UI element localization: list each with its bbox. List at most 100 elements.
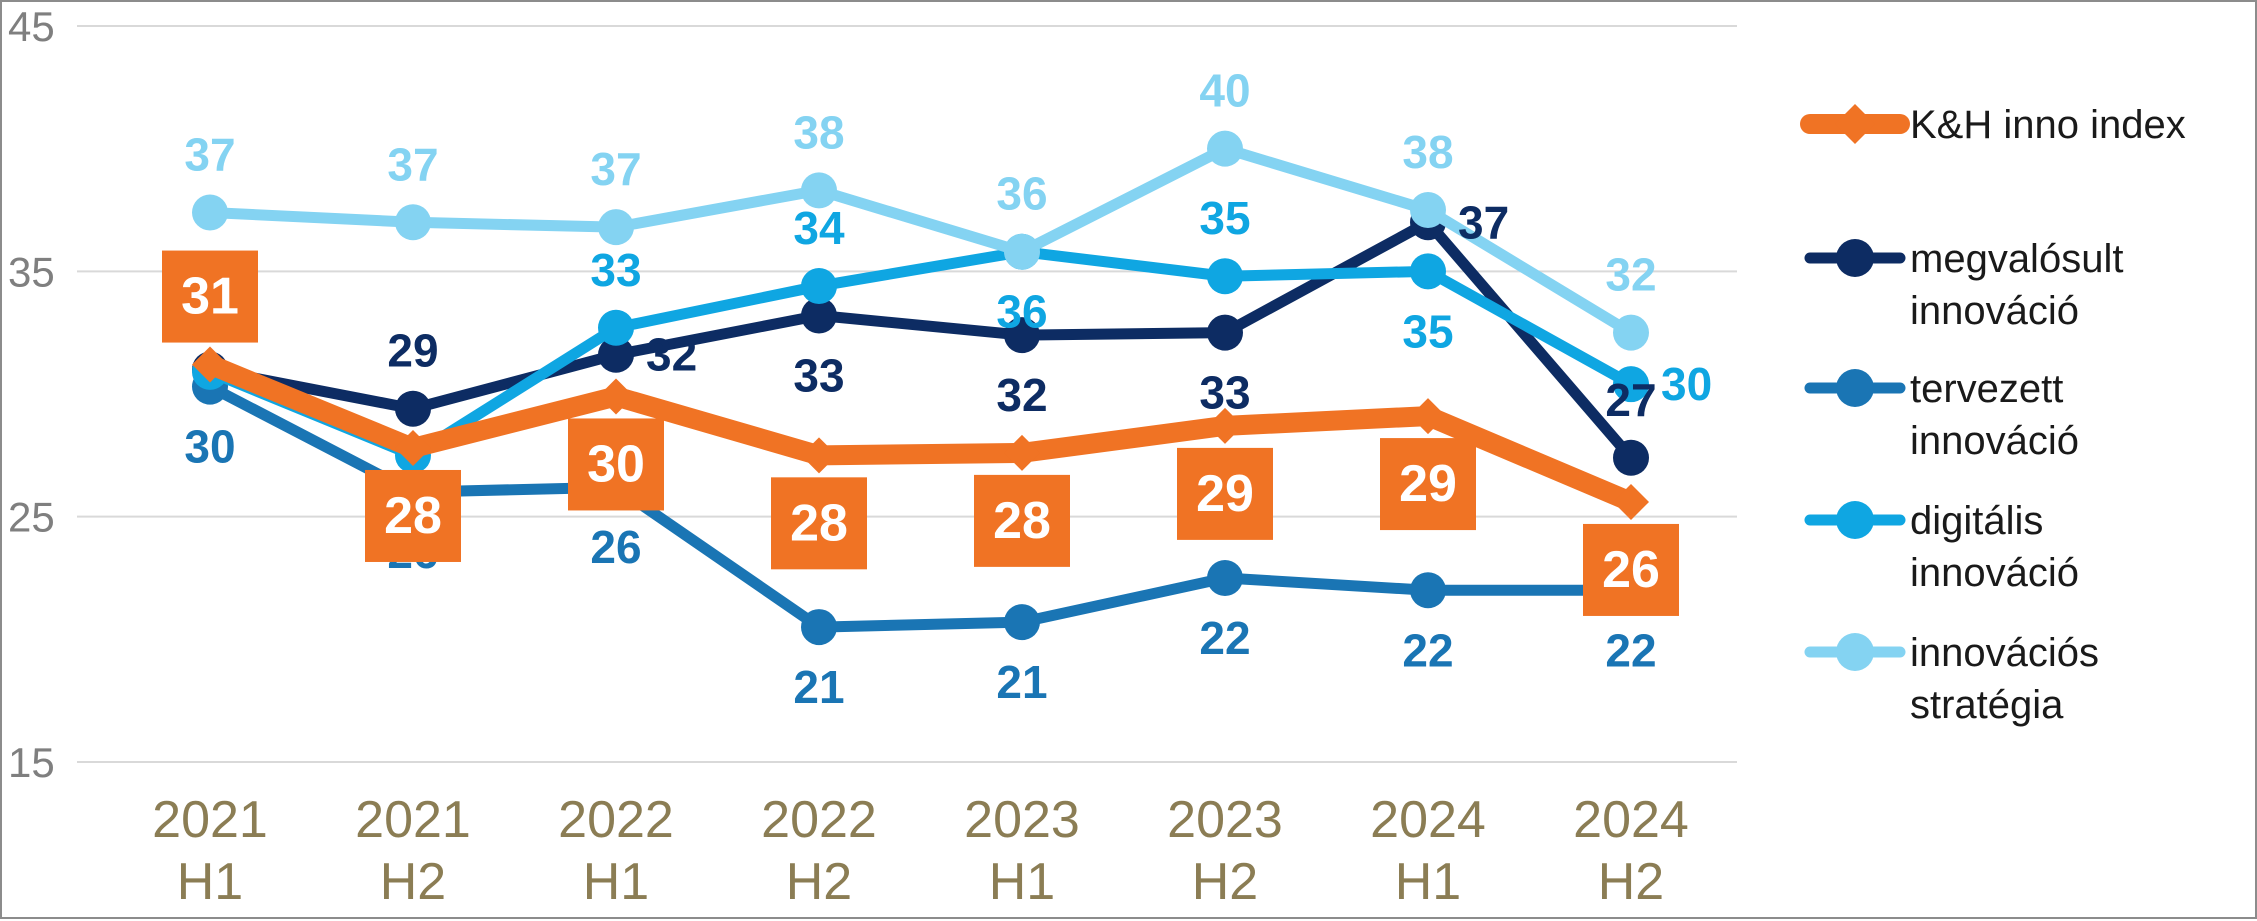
point-index	[192, 346, 228, 383]
data-label-digitalis: 34	[793, 202, 845, 254]
data-label-text: 26	[1602, 541, 1660, 599]
point-index	[1207, 407, 1243, 444]
data-label-text: 29	[1399, 455, 1457, 513]
y-axis-ticks: 15 25 35 45	[8, 3, 55, 786]
data-label-index: 30	[568, 418, 664, 511]
data-label-strategia: 38	[793, 106, 844, 158]
legend-label-line: innováció	[1910, 419, 2079, 463]
data-label-digitalis: 33	[590, 244, 641, 296]
point-megvalosult	[1004, 317, 1040, 354]
x-tick-half: H2	[380, 853, 446, 911]
x-tick-year: 2023	[964, 791, 1080, 849]
legend-item-tervezett: tervezett innováció	[1804, 367, 2079, 463]
legend-label: K&H inno index	[1910, 103, 2186, 147]
data-label-index: 31	[162, 250, 258, 343]
y-tick-label: 45	[8, 3, 55, 50]
point-index	[801, 437, 837, 474]
data-label-megvalosult: 33	[1199, 367, 1250, 419]
x-tick-label: 2022 H2	[761, 791, 877, 911]
data-label-text: 28	[384, 487, 442, 545]
point-strategia	[1613, 314, 1649, 351]
data-label-tervezett: 30	[184, 421, 235, 473]
point-tervezett	[1207, 560, 1243, 596]
data-label-index: 28	[974, 474, 1070, 567]
data-label-box	[1583, 523, 1679, 616]
point-tervezett	[1004, 604, 1040, 641]
legend-label-line: innováció	[1910, 289, 2079, 333]
x-tick-half: H1	[989, 853, 1055, 911]
data-label-strategia: 32	[1605, 249, 1656, 301]
series-strategia	[192, 130, 1649, 351]
x-tick-half: H2	[786, 853, 852, 911]
legend-item-digitalis: digitális innováció	[1804, 499, 2079, 595]
x-tick-half: H1	[1395, 853, 1461, 911]
point-strategia	[395, 204, 431, 241]
y-tick-label: 35	[8, 248, 55, 295]
point-megvalosult	[598, 336, 634, 373]
x-tick-half: H1	[177, 853, 243, 911]
x-tick-label: 2024 H2	[1573, 791, 1689, 911]
point-digitalis	[1613, 366, 1649, 403]
point-megvalosult	[801, 297, 837, 334]
point-digitalis	[801, 268, 837, 305]
legend-label: megvalósult innováció	[1910, 237, 2123, 333]
data-label-index: 28	[365, 469, 461, 562]
data-label-text: 31	[181, 268, 239, 326]
legend-item-index: K&H inno index	[1800, 103, 2186, 147]
data-label-megvalosult: 37	[1458, 196, 1509, 248]
x-tick-year: 2024	[1370, 791, 1486, 849]
data-labels: 3026262121222222293233323337273334363535…	[162, 65, 1712, 713]
legend-label-line: stratégia	[1910, 683, 2064, 727]
data-label-digitalis: 35	[1199, 192, 1250, 244]
data-label-strategia: 37	[184, 128, 235, 180]
legend-label-line: innováció	[1910, 551, 2079, 595]
data-label-box	[568, 418, 664, 511]
point-index	[598, 378, 634, 415]
point-megvalosult	[395, 390, 431, 427]
series-lines	[192, 130, 1649, 646]
data-label-text: 30	[587, 435, 645, 493]
series-line-index	[200, 354, 1641, 512]
data-label-megvalosult: 32	[996, 369, 1047, 421]
point-index	[1004, 434, 1040, 471]
legend-label-line: innovációs	[1910, 631, 2099, 675]
legend-label: digitális innováció	[1910, 499, 2079, 595]
series-line-strategia	[204, 143, 1637, 339]
x-tick-year: 2023	[1167, 791, 1283, 849]
data-label-box	[1380, 438, 1476, 531]
x-tick-year: 2021	[152, 791, 268, 849]
data-label-tervezett: 22	[1605, 624, 1656, 676]
data-label-digitalis: 35	[1402, 305, 1453, 357]
data-label-strategia: 36	[996, 168, 1047, 220]
data-label-tervezett: 21	[793, 661, 844, 713]
point-digitalis	[1410, 253, 1446, 290]
x-tick-label: 2021 H2	[355, 791, 471, 911]
y-tick-label: 25	[8, 494, 55, 541]
legend-label: tervezett innováció	[1910, 367, 2079, 463]
data-label-megvalosult: 32	[646, 329, 697, 381]
x-tick-year: 2022	[558, 791, 674, 849]
data-label-index: 26	[1583, 523, 1679, 616]
data-label-strategia: 37	[387, 138, 438, 190]
data-label-tervezett: 22	[1199, 612, 1250, 664]
legend-item-megvalosult: megvalósult innováció	[1804, 237, 2123, 333]
data-label-strategia: 38	[1402, 126, 1453, 178]
data-label-digitalis: 30	[1661, 358, 1712, 410]
point-strategia	[1410, 192, 1446, 228]
legend-label-line: tervezett	[1910, 367, 2063, 411]
legend-swatch-marker	[1836, 501, 1874, 539]
point-strategia	[598, 209, 634, 246]
data-label-text: 28	[790, 494, 848, 552]
legend-swatch-marker	[1836, 239, 1874, 277]
data-label-tervezett: 21	[996, 656, 1047, 708]
point-index	[1613, 483, 1649, 520]
x-tick-label: 2021 H1	[152, 791, 268, 911]
legend-swatch-marker	[1836, 369, 1874, 407]
point-strategia	[192, 194, 228, 231]
x-tick-year: 2024	[1573, 791, 1689, 849]
legend-label-line: K&H inno index	[1910, 103, 2186, 147]
data-label-index: 29	[1177, 447, 1273, 540]
